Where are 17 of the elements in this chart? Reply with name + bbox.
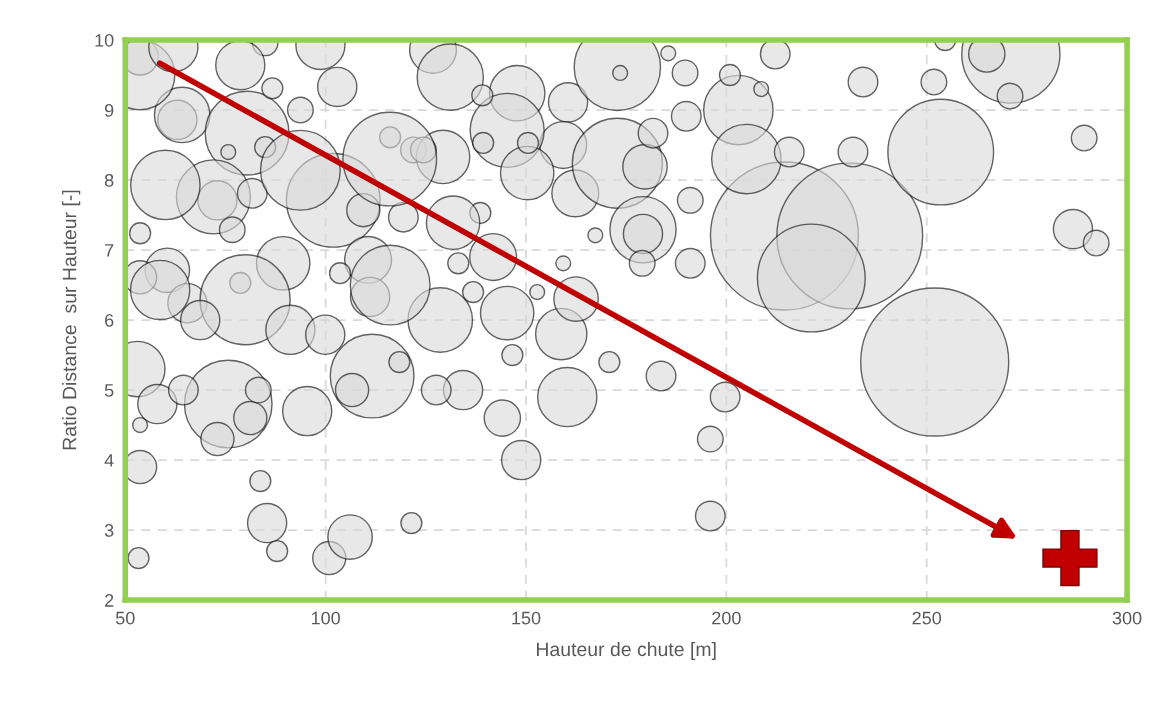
x-tick-label: 100: [311, 611, 340, 625]
y-tick-label: 4: [104, 454, 114, 467]
y-axis-title: Ratio Distance sur Hauteur [-]: [62, 190, 81, 450]
y-tick-label: 7: [105, 244, 114, 257]
x-tick-label: 200: [712, 611, 741, 625]
x-tick-label: 250: [912, 611, 942, 625]
y-tick-label: 3: [104, 524, 114, 537]
y-tick-label: 10: [95, 33, 114, 47]
y-tick-label: 8: [104, 173, 114, 187]
x-tick-label: 300: [1112, 611, 1142, 625]
x-tick-label: 50: [115, 611, 135, 625]
y-tick-label: 5: [104, 384, 114, 397]
y-tick-label: 6: [105, 313, 114, 327]
x-axis-title: Hauteur de chute [m]: [536, 641, 716, 661]
y-tick-label: 2: [105, 594, 114, 607]
x-tick-label: 150: [512, 611, 541, 625]
y-tick-label: 9: [104, 103, 114, 117]
